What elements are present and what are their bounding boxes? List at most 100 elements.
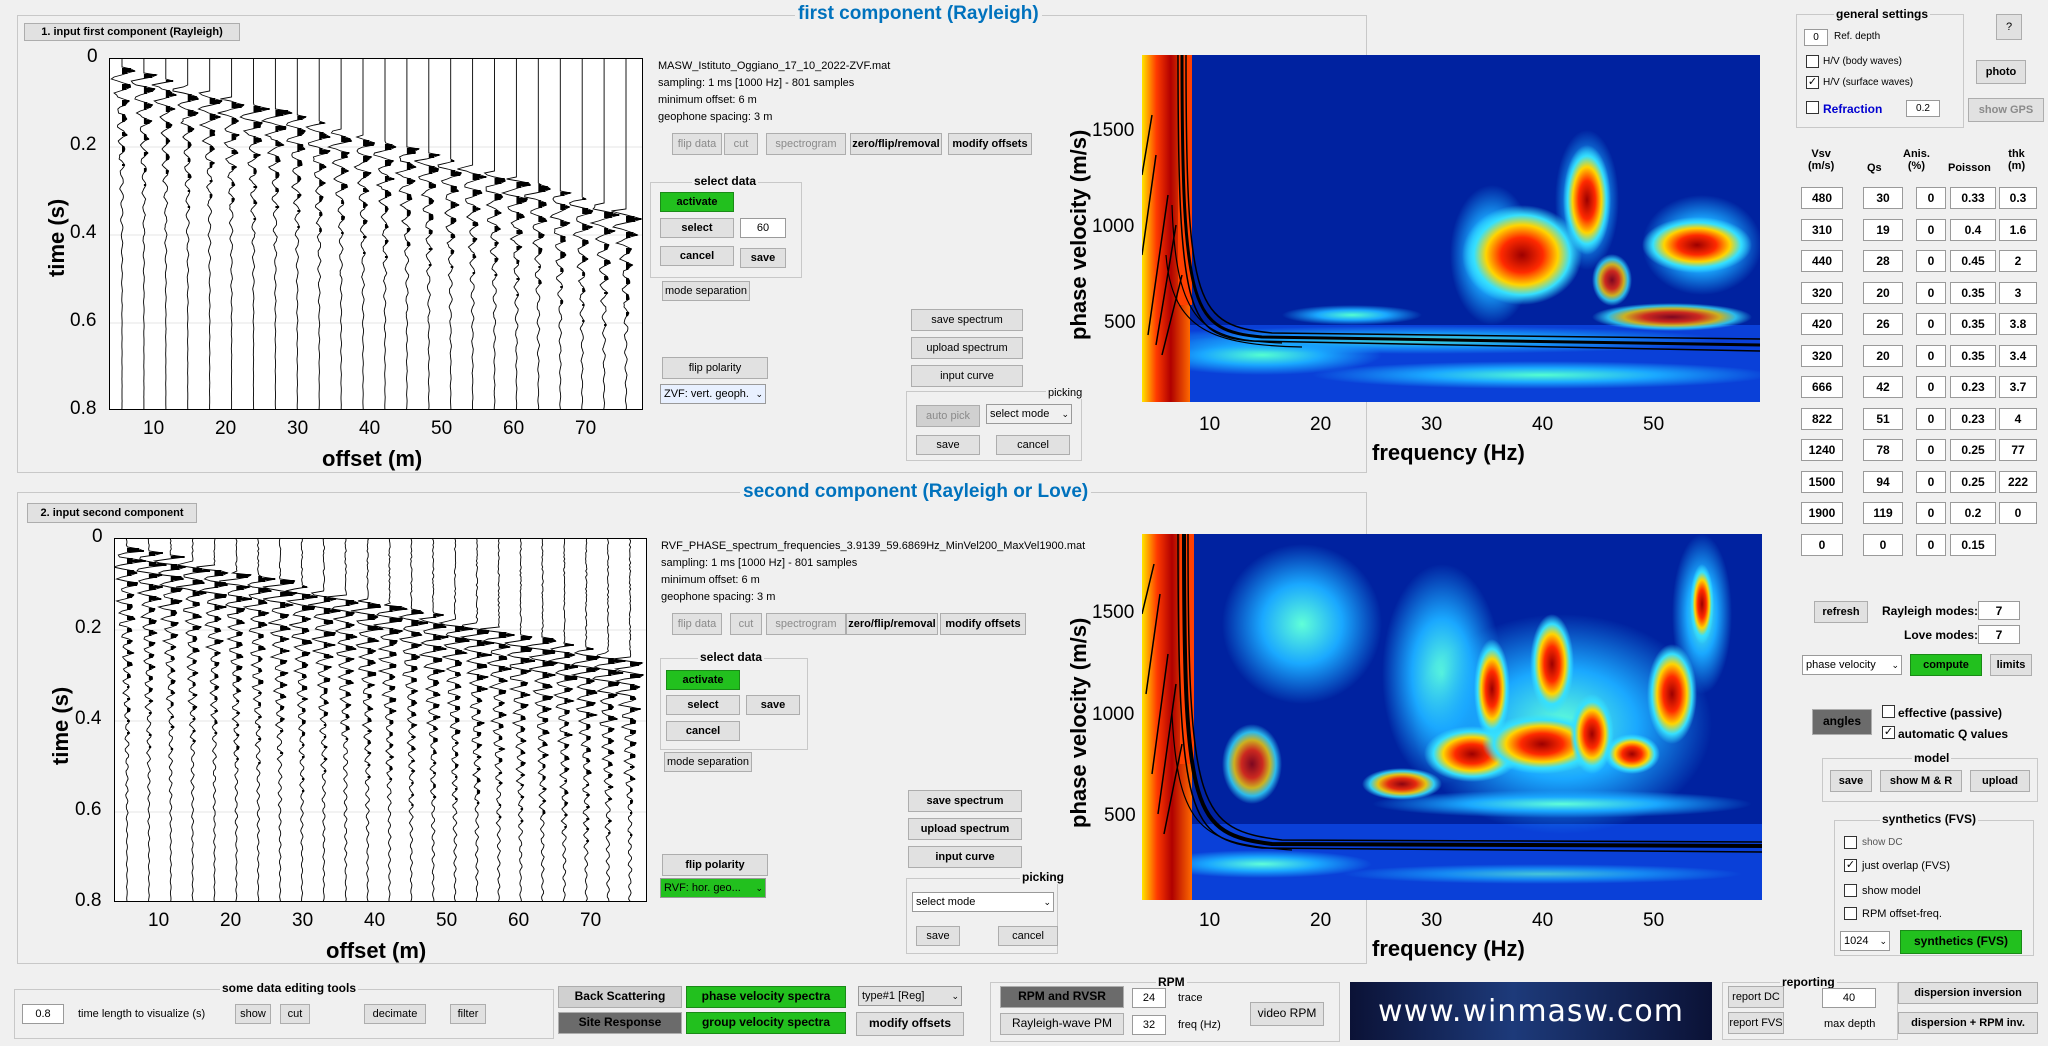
show-model-checkbox[interactable] [1844, 884, 1857, 897]
show-button[interactable]: show [235, 1004, 271, 1024]
model-cell[interactable]: 1.6 [1999, 218, 2037, 241]
pick-mode-select-top[interactable]: select mode ⌄ [986, 404, 1072, 424]
model-cell[interactable]: 420 [1801, 313, 1843, 335]
model-cell[interactable]: 0.35 [1950, 313, 1996, 335]
modify-offsets-button-bottom[interactable]: modify offsets [940, 613, 1026, 635]
model-cell[interactable]: 822 [1801, 407, 1843, 430]
save-spectrum-button-top[interactable]: save spectrum [911, 309, 1023, 331]
rpm-offset-freq-checkbox[interactable] [1844, 907, 1857, 920]
hv-surface-checkbox[interactable]: ✓ [1806, 76, 1819, 89]
model-cell[interactable]: 0.45 [1950, 250, 1996, 272]
photo-button[interactable]: photo [1976, 60, 2026, 84]
upload-spectrum-button-top[interactable]: upload spectrum [911, 337, 1023, 359]
pick-cancel-button-top[interactable]: cancel [996, 435, 1070, 455]
model-cell[interactable]: 1240 [1801, 439, 1843, 461]
report-fvs-button[interactable]: report FVS [1728, 1012, 1784, 1034]
decimate-button[interactable]: decimate [364, 1004, 426, 1024]
velocity-type-select[interactable]: phase velocity ⌄ [1802, 655, 1902, 675]
video-rpm-button[interactable]: video RPM [1250, 1002, 1324, 1026]
compute-button[interactable]: compute [1910, 654, 1982, 676]
group-velocity-spectra-button[interactable]: group velocity spectra [686, 1012, 846, 1034]
help-button[interactable]: ? [1996, 14, 2022, 40]
model-cell[interactable]: 3.8 [1999, 313, 2037, 335]
model-cell[interactable]: 666 [1801, 376, 1843, 398]
model-cell[interactable]: 0.15 [1950, 533, 1996, 556]
mode-separation-button-bottom[interactable]: mode separation [664, 752, 752, 772]
model-cell[interactable]: 0 [1916, 407, 1946, 430]
select-button-top[interactable]: select [660, 218, 734, 238]
pick-mode-select-bottom[interactable]: select mode ⌄ [912, 892, 1054, 912]
cut-button-bottom[interactable]: cut [730, 613, 762, 635]
component-select-bottom[interactable]: RVF: hor. geo... ⌄ [660, 878, 766, 898]
input-second-component-button[interactable]: 2. input second component [27, 503, 197, 523]
model-cell[interactable]: 0 [1916, 439, 1946, 461]
hv-body-checkbox[interactable] [1806, 55, 1819, 68]
model-cell[interactable]: 77 [1999, 439, 2037, 461]
time-length-field[interactable]: 0.8 [22, 1004, 64, 1024]
spectrogram-button-bottom[interactable]: spectrogram [766, 613, 846, 635]
model-cell[interactable]: 480 [1801, 187, 1843, 209]
limits-button[interactable]: limits [1990, 654, 2032, 676]
model-cell[interactable]: 310 [1801, 218, 1843, 241]
model-cell[interactable]: 0 [1916, 470, 1946, 493]
flip-polarity-button-top[interactable]: flip polarity [662, 357, 768, 379]
model-upload-button[interactable]: upload [1970, 770, 2030, 792]
ref-depth-field[interactable]: 0 [1804, 29, 1828, 46]
model-save-button[interactable]: save [1830, 770, 1872, 792]
model-cell[interactable]: 94 [1863, 470, 1903, 493]
model-cell[interactable]: 3 [1999, 281, 2037, 304]
model-cell[interactable]: 0 [1916, 218, 1946, 241]
model-cell[interactable]: 0.4 [1950, 218, 1996, 241]
save-button-bottom[interactable]: save [746, 695, 800, 715]
save-spectrum-button-bottom[interactable]: save spectrum [908, 790, 1022, 812]
filter-button[interactable]: filter [450, 1004, 486, 1024]
phase-velocity-spectra-button[interactable]: phase velocity spectra [686, 986, 846, 1008]
freq-field[interactable]: 32 [1132, 1015, 1166, 1035]
dispersion-inversion-button[interactable]: dispersion inversion [1898, 982, 2038, 1004]
model-cell[interactable]: 0.35 [1950, 344, 1996, 367]
model-cell[interactable]: 0.33 [1950, 187, 1996, 209]
modify-offsets-bottom-button[interactable]: modify offsets [856, 1012, 964, 1036]
model-cell[interactable]: 0 [1916, 344, 1946, 367]
pick-save-button-bottom[interactable]: save [916, 926, 960, 946]
model-cell[interactable]: 0 [1999, 502, 2037, 524]
effective-passive-checkbox[interactable] [1882, 705, 1895, 718]
zero-flip-removal-button-top[interactable]: zero/flip/removal [850, 133, 942, 155]
model-cell[interactable]: 119 [1863, 502, 1903, 524]
model-cell[interactable]: 3.7 [1999, 376, 2037, 398]
model-cell[interactable]: 0.35 [1950, 281, 1996, 304]
flip-data-button-bottom[interactable]: flip data [672, 613, 722, 635]
model-cell[interactable]: 1900 [1801, 502, 1843, 524]
model-cell[interactable]: 0 [1801, 533, 1843, 556]
model-cell[interactable]: 0 [1863, 533, 1903, 556]
model-cell[interactable]: 51 [1863, 407, 1903, 430]
report-dc-button[interactable]: report DC [1728, 986, 1784, 1008]
spectrogram-button-top[interactable]: spectrogram [766, 133, 846, 155]
model-cell[interactable]: 20 [1863, 344, 1903, 367]
activate-button-bottom[interactable]: activate [666, 670, 740, 690]
pick-cancel-button-bottom[interactable]: cancel [998, 926, 1058, 946]
model-cell[interactable]: 440 [1801, 250, 1843, 272]
auto-pick-button-top[interactable]: auto pick [916, 405, 980, 427]
model-cell[interactable]: 30 [1863, 187, 1903, 209]
model-cell[interactable]: 0 [1916, 502, 1946, 524]
back-scattering-button[interactable]: Back Scattering [558, 986, 682, 1008]
angles-button[interactable]: angles [1812, 709, 1872, 735]
model-cell[interactable]: 26 [1863, 313, 1903, 335]
model-cell[interactable]: 0 [1916, 313, 1946, 335]
model-cell[interactable]: 0.3 [1999, 187, 2037, 209]
input-curve-button-top[interactable]: input curve [911, 365, 1023, 387]
refraction-value-field[interactable]: 0.2 [1906, 100, 1940, 117]
model-cell[interactable]: 0.23 [1950, 376, 1996, 398]
model-cell[interactable]: 0.23 [1950, 407, 1996, 430]
model-cell[interactable]: 0.25 [1950, 470, 1996, 493]
automatic-q-checkbox[interactable]: ✓ [1882, 726, 1895, 739]
model-cell[interactable]: 320 [1801, 281, 1843, 304]
model-cell[interactable]: 2 [1999, 250, 2037, 272]
model-cell[interactable]: 0 [1916, 281, 1946, 304]
model-cell[interactable]: 222 [1999, 470, 2037, 493]
flip-polarity-button-bottom[interactable]: flip polarity [662, 854, 768, 876]
model-cell[interactable]: 1500 [1801, 470, 1843, 493]
type-select[interactable]: type#1 [Reg] ⌄ [858, 986, 962, 1006]
cut-tool-button[interactable]: cut [280, 1004, 310, 1024]
